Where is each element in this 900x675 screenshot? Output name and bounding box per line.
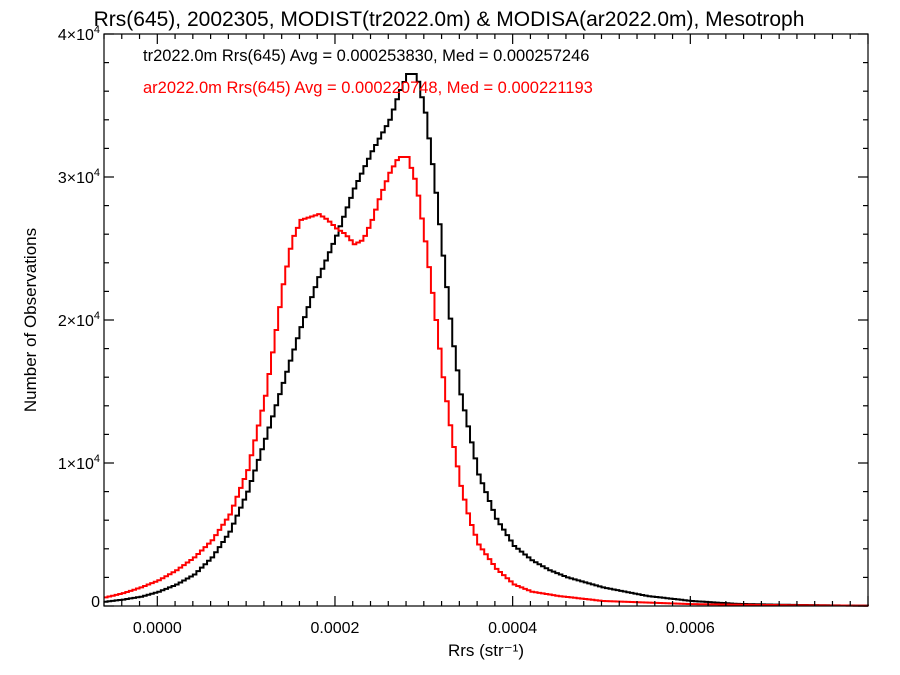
x-axis: 0.0000 0.0002 0.0004 0.0006: [103, 34, 869, 637]
y-tick-label: 1×104: [58, 453, 100, 473]
legend: tr2022.0m Rrs(645) Avg = 0.000253830, Me…: [143, 47, 593, 97]
x-tick-label: 0.0000: [133, 620, 182, 637]
y-axis: 0 1×104 2×104 3×104 4×104: [58, 24, 868, 611]
x-tick-label: 0.0006: [666, 620, 715, 637]
y-axis-label: Number of Observations: [21, 228, 40, 412]
y-tick-label: 3×104: [58, 167, 100, 187]
series-line-ar2022.0m: [104, 155, 869, 607]
x-tick-label: 0.0004: [488, 620, 537, 637]
y-tick-label: 2×104: [58, 310, 100, 330]
plot-frame: [103, 33, 869, 607]
legend-annotation-ar2022: ar2022.0m Rrs(645) Avg = 0.000220748, Me…: [143, 79, 593, 97]
legend-annotation-tr2022: tr2022.0m Rrs(645) Avg = 0.000253830, Me…: [143, 47, 589, 65]
y-tick-label: 4×104: [58, 24, 100, 44]
y-tick-label: 0: [91, 594, 100, 611]
chart-title: Rrs(645), 2002305, MODIST(tr2022.0m) & M…: [94, 8, 805, 31]
series-line-tr2022.0m: [104, 73, 869, 607]
series-layer: [104, 73, 869, 607]
x-tick-label: 0.0002: [311, 620, 360, 637]
x-axis-label: Rrs (str⁻¹): [448, 641, 524, 660]
